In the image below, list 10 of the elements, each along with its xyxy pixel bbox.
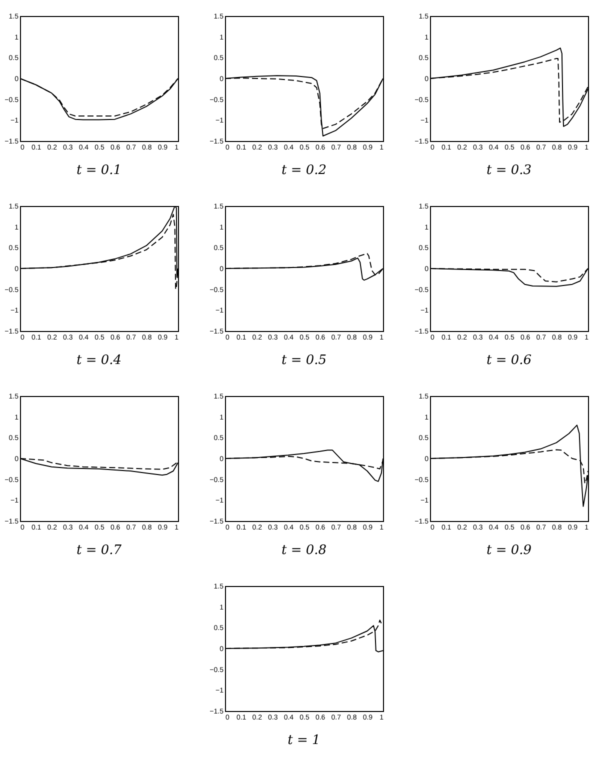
text: t = 1 [288,733,320,748]
text: t = 0.4 [76,353,122,368]
text: t = 0.1 [76,163,122,178]
text: t = 0.5 [281,353,327,368]
text: t = 0.3 [486,163,532,178]
text: t = 0.6 [486,353,532,368]
text: t = 0.7 [76,543,122,558]
text: t = 0.2 [281,163,327,178]
text: t = 0.8 [281,543,327,558]
text: t = 0.9 [486,543,532,558]
